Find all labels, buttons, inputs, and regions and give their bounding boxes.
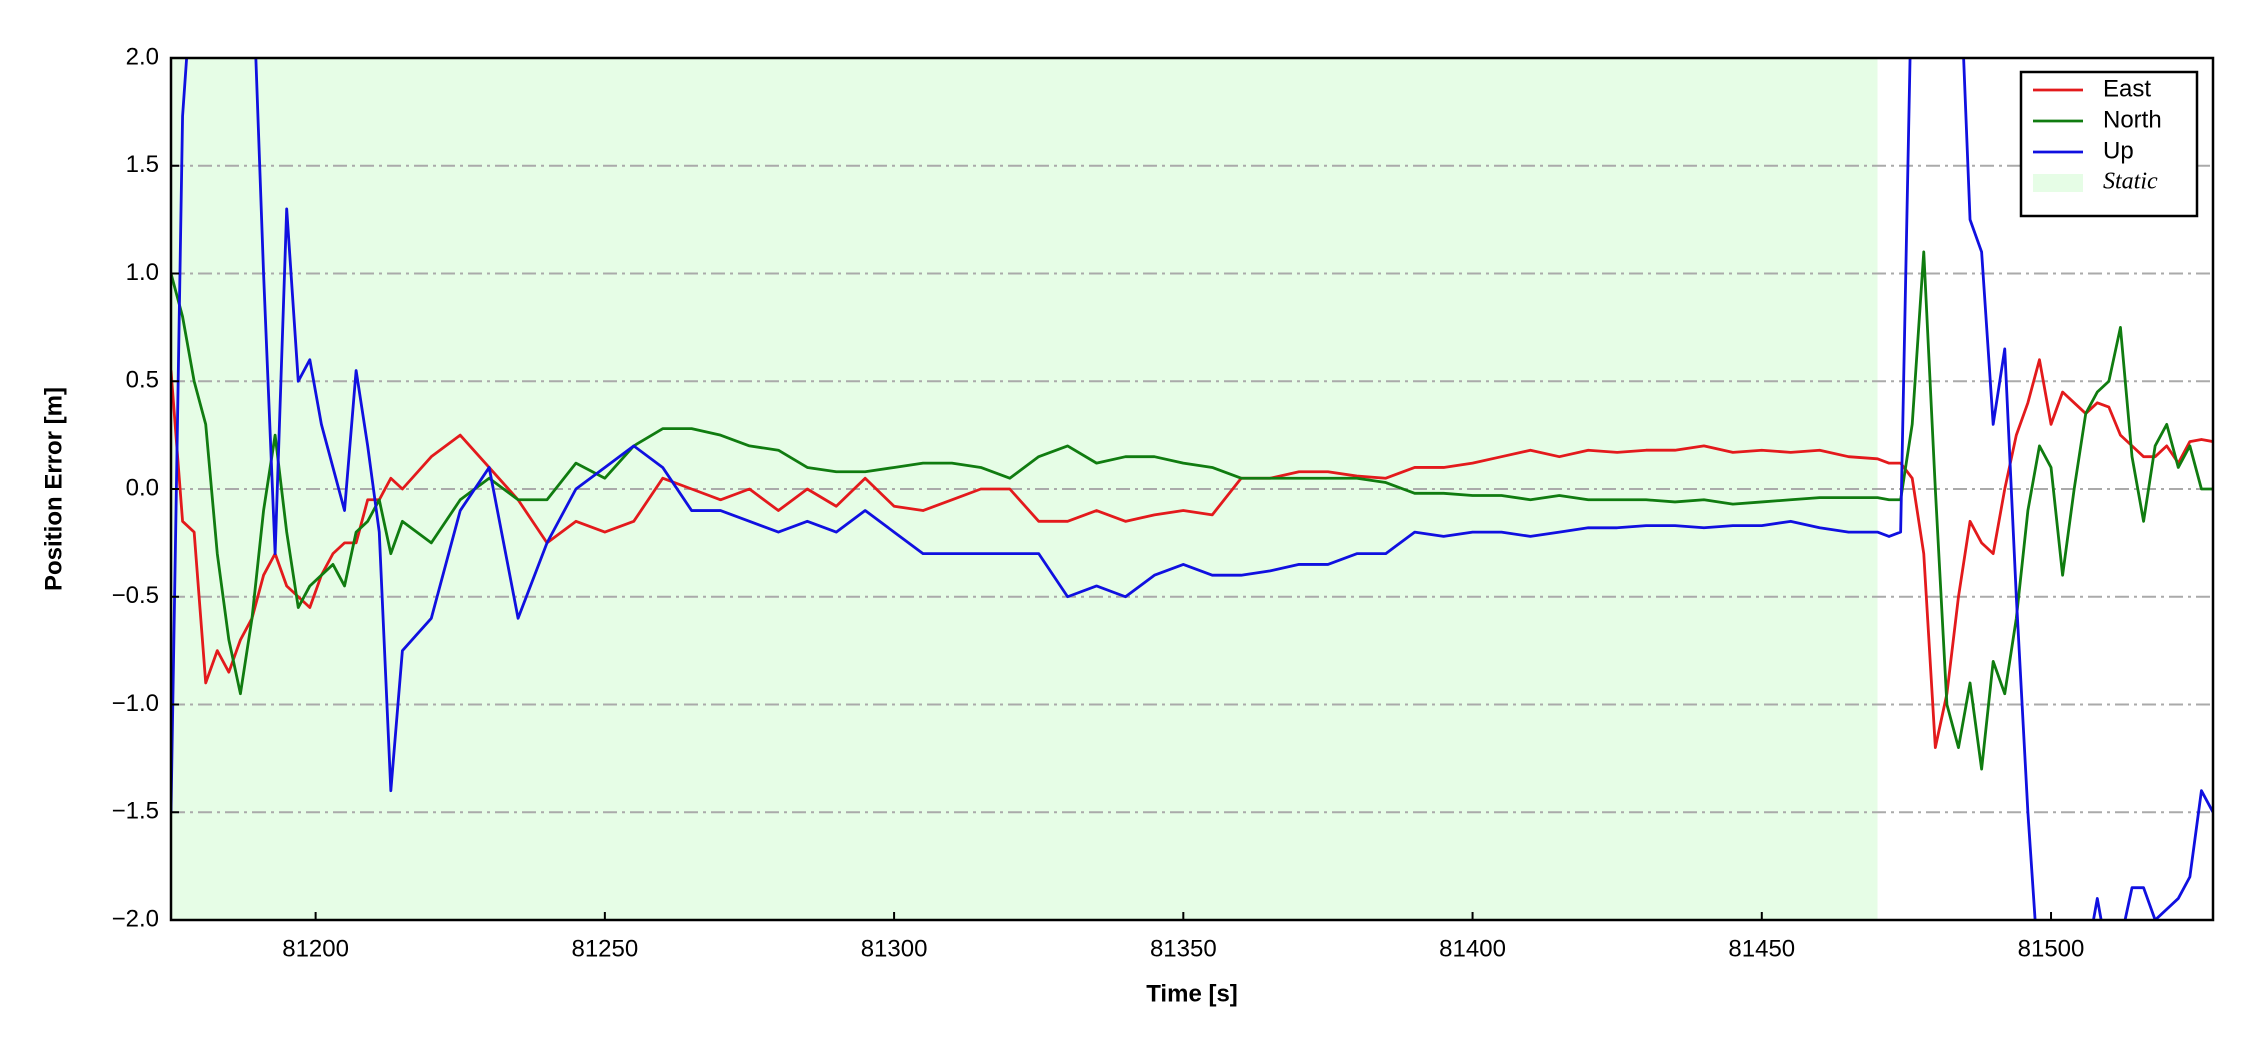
- legend-label: Up: [2103, 137, 2134, 164]
- y-tick-label: 0.0: [126, 474, 159, 501]
- static-region: [171, 58, 1878, 920]
- y-tick-label: 1.5: [126, 151, 159, 178]
- y-tick-label: 2.0: [126, 43, 159, 70]
- y-tick-label: 1.0: [126, 259, 159, 286]
- x-tick-label: 81450: [1728, 935, 1795, 962]
- series-line: [171, 250, 2213, 771]
- plot-area: [171, 58, 2213, 920]
- legend-label: East: [2103, 75, 2151, 102]
- y-axis-label: Position Error [m]: [40, 387, 67, 591]
- x-tick-label: 81500: [2018, 935, 2085, 962]
- y-tick-label: −0.5: [112, 582, 159, 609]
- y-tick-label: −2.0: [112, 905, 159, 932]
- legend-label: Static: [2103, 169, 2158, 195]
- x-tick-label: 81300: [861, 935, 928, 962]
- legend-label: North: [2103, 106, 2162, 133]
- x-tick-label: 81200: [282, 935, 349, 962]
- series-line: [171, 58, 2213, 920]
- y-tick-label: −1.5: [112, 798, 159, 825]
- plot-frame: [169, 56, 2215, 922]
- x-tick-label: 81250: [571, 935, 638, 962]
- x-tick-label: 81350: [1150, 935, 1217, 962]
- y-tick-label: −1.0: [112, 690, 159, 717]
- x-tick-label: 81400: [1439, 935, 1506, 962]
- legend-swatch: [2033, 174, 2083, 192]
- x-axis-label: Time [s]: [1146, 980, 1238, 1007]
- y-tick-label: 0.5: [126, 367, 159, 394]
